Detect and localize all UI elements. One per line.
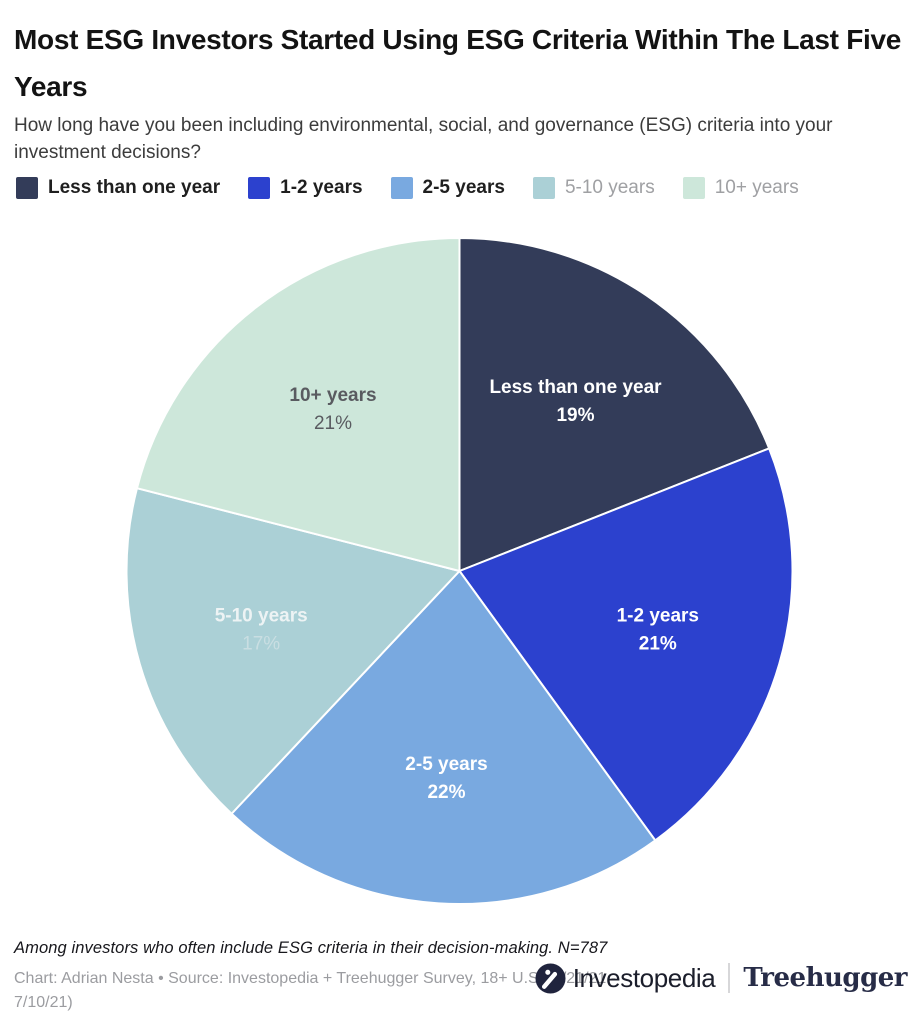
slice-label: 5-10 years — [215, 606, 308, 627]
slice-value: 22% — [427, 782, 465, 803]
publisher-logos: Investopedia Treehugger — [535, 958, 907, 998]
legend-item-2: 1-2 years — [248, 177, 363, 199]
page-title: Most ESG Investors Started Using ESG Cri… — [14, 24, 902, 102]
legend-item-1: Less than one year — [16, 177, 220, 199]
pie-slice-2 — [458, 447, 794, 842]
legend-swatch — [390, 177, 413, 199]
chart-question: How long have you been including environ… — [14, 115, 833, 163]
logo-divider — [728, 963, 731, 993]
pie-slice-3 — [230, 570, 657, 905]
treehugger-logo-text: Treehugger — [743, 963, 907, 993]
legend: Less than one year 1-2 years 2-5 years 5-10… — [16, 177, 799, 199]
pie-slice-5 — [135, 237, 461, 572]
legend-item-3: 2-5 years — [390, 177, 505, 199]
investopedia-icon — [535, 962, 566, 994]
slice-value: 19% — [556, 405, 594, 426]
legend-swatch — [16, 177, 38, 199]
legend-swatch — [248, 177, 271, 199]
legend-swatch — [682, 177, 705, 199]
legend-swatch — [532, 177, 555, 199]
slice-value: 21% — [314, 413, 352, 434]
legend-item-4: 5-10 years — [532, 177, 655, 199]
slice-label: 10+ years — [289, 385, 376, 406]
slice-label: 2-5 years — [405, 754, 487, 775]
chart-footnote: Among investors who often include ESG cr… — [14, 939, 608, 957]
slice-label: Less than one year — [489, 377, 662, 398]
slice-value: 17% — [242, 634, 280, 655]
legend-label: 10+ years — [714, 177, 799, 198]
pie-slice-1 — [458, 237, 771, 572]
chart-credit: Chart: Adrian Nesta • Source: Investoped… — [14, 970, 617, 1011]
investopedia-logo-text: Investopedia — [572, 962, 716, 993]
legend-label: 5-10 years — [564, 177, 655, 198]
investopedia-logo: Investopedia — [535, 963, 716, 994]
legend-label: 2-5 years — [422, 177, 505, 198]
slice-value: 21% — [639, 634, 677, 655]
legend-label: Less than one year — [48, 177, 221, 198]
slice-label: 1-2 years — [617, 606, 699, 627]
pie-chart-svg: Less than one year 19% 1-2 years 21% 2-5 yea… — [125, 237, 794, 905]
pie-chart: Less than one year 19% 1-2 years 21% 2-5 yea… — [0, 230, 917, 924]
pie-slice-4 — [125, 487, 461, 815]
legend-label: 1-2 years — [280, 177, 363, 198]
legend-item-5: 10+ years — [682, 177, 799, 199]
